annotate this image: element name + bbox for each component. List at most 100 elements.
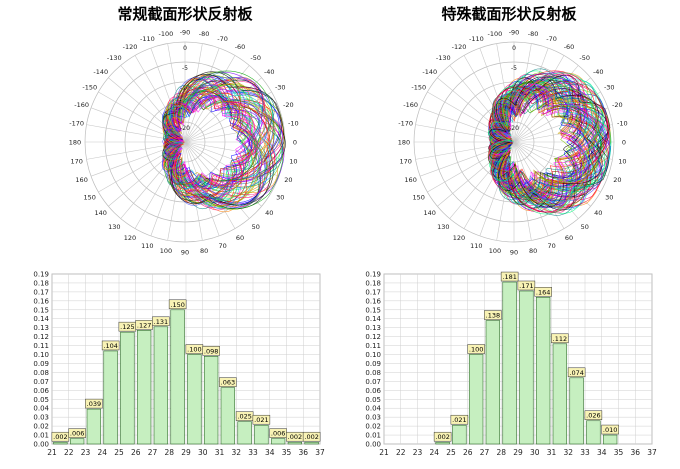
x-tick-label: 24 bbox=[429, 448, 439, 457]
polar-pattern-curve bbox=[489, 76, 603, 208]
x-tick-label: 23 bbox=[413, 448, 423, 457]
data-label: .100 bbox=[469, 346, 483, 354]
polar-radial-tick: -20 bbox=[180, 125, 190, 132]
histogram-bar bbox=[287, 441, 303, 445]
polar-chart-right: -90 -80-70-60-50-40-30-20-100102030405060… bbox=[398, 29, 628, 257]
data-label-box bbox=[85, 398, 103, 409]
polar-angle-tick: 110 bbox=[141, 242, 153, 250]
x-tick-label: 26 bbox=[131, 448, 141, 457]
polar-angle-tick: -170 bbox=[69, 119, 84, 127]
polar-angle-tick: 10 bbox=[289, 158, 297, 166]
polar-angle-tick: 60 bbox=[236, 234, 244, 242]
x-tick-label: 35 bbox=[614, 448, 624, 457]
polar-angle-tick: 50 bbox=[252, 223, 260, 231]
histogram-bar bbox=[103, 350, 118, 445]
data-label-box bbox=[68, 428, 86, 438]
y-tick-label: 0.09 bbox=[365, 360, 381, 368]
data-label-box bbox=[202, 346, 220, 356]
x-tick-label: 33 bbox=[248, 448, 258, 457]
y-tick-label: 0.05 bbox=[33, 396, 49, 404]
histogram-bar bbox=[602, 434, 618, 445]
polar-angle-tick: 30 bbox=[276, 194, 284, 202]
polar-angle-tick: 120 bbox=[453, 234, 465, 242]
polar-angle-tick: 50 bbox=[581, 223, 589, 231]
polar-angle-tick: -40 bbox=[264, 68, 275, 76]
histogram-bar bbox=[485, 320, 501, 445]
data-label: .039 bbox=[87, 400, 101, 408]
polar-radial-tick: -20 bbox=[509, 125, 519, 132]
histogram-right: 0.000.010.020.030.040.050.060.070.080.09… bbox=[365, 271, 657, 458]
y-tick-label: 0.10 bbox=[33, 351, 49, 359]
data-label: .125 bbox=[120, 323, 134, 331]
y-tick-label: 0.17 bbox=[365, 288, 381, 296]
polar-spoke bbox=[184, 141, 272, 193]
data-label: .002 bbox=[435, 433, 449, 441]
polar-pattern-curve bbox=[489, 73, 610, 200]
histogram-bar bbox=[86, 408, 102, 445]
x-tick-label: 34 bbox=[265, 448, 275, 457]
polar-angle-tick: 180 bbox=[398, 139, 410, 147]
polar-angle-tick: -100 bbox=[488, 30, 503, 38]
data-label: .104 bbox=[103, 342, 117, 350]
polar-angle-tick: 90 bbox=[181, 249, 189, 257]
polar-left-title: 常规截面形状反射板 bbox=[117, 5, 253, 23]
polar-angle-tick: -80 bbox=[528, 30, 539, 38]
data-label-box bbox=[534, 287, 552, 297]
polar-angle-tick: 70 bbox=[547, 242, 555, 250]
x-tick-label: 27 bbox=[480, 448, 490, 457]
polar-angle-tick: -110 bbox=[140, 35, 155, 43]
histogram-bar bbox=[519, 290, 534, 445]
polar-angle-tick: 140 bbox=[424, 209, 436, 217]
data-label: .010 bbox=[603, 426, 617, 434]
polar-angle-tick: -20 bbox=[612, 101, 623, 109]
histogram-bar bbox=[304, 441, 319, 445]
y-tick-label: 0.11 bbox=[365, 342, 381, 350]
data-label: .138 bbox=[486, 312, 500, 320]
histogram-bar bbox=[237, 421, 252, 445]
y-tick-label: 0.18 bbox=[33, 279, 49, 287]
histogram-bar bbox=[220, 387, 236, 445]
y-tick-label: 0.09 bbox=[33, 360, 49, 368]
data-label: .131 bbox=[154, 318, 168, 326]
histogram-bar bbox=[187, 354, 202, 445]
histogram-bar bbox=[270, 438, 286, 445]
polar-pattern-curve bbox=[162, 72, 284, 210]
data-label-box bbox=[433, 431, 452, 442]
polar-angle-tick: 60 bbox=[565, 234, 573, 242]
x-tick-label: 32 bbox=[563, 448, 573, 457]
y-tick-label: 0.13 bbox=[365, 324, 381, 332]
polar-pattern-curve bbox=[166, 83, 271, 201]
polar-angle-tick: 120 bbox=[124, 234, 136, 242]
polar-angle-tick: 20 bbox=[613, 176, 621, 184]
y-tick-label: 0.19 bbox=[33, 271, 49, 279]
polar-radial-tick: -5 bbox=[182, 65, 188, 72]
polar-pattern-curve bbox=[168, 96, 255, 187]
polar-pattern-curve bbox=[490, 87, 589, 190]
data-label-box bbox=[252, 414, 271, 425]
data-label-box bbox=[584, 410, 603, 420]
histogram-bar bbox=[120, 331, 135, 445]
x-tick-label: 24 bbox=[97, 448, 107, 457]
polar-right-title: 特殊截面形状反射板 bbox=[441, 5, 577, 23]
polar-pattern-curve bbox=[487, 81, 609, 213]
polar-pattern-curves bbox=[487, 68, 612, 216]
histogram-bar bbox=[170, 309, 185, 445]
polar-radial-tick: 0 bbox=[512, 45, 516, 52]
histogram-bar bbox=[468, 354, 484, 445]
data-label: .026 bbox=[586, 412, 600, 420]
y-tick-label: 0.02 bbox=[33, 423, 49, 431]
y-tick-label: 0.01 bbox=[365, 432, 381, 440]
histogram-bar bbox=[586, 420, 601, 445]
polar-angle-tick: 40 bbox=[265, 209, 273, 217]
histogram-bar bbox=[569, 377, 584, 445]
polar-angle-tick: -20 bbox=[283, 101, 294, 109]
x-tick-label: 30 bbox=[530, 448, 540, 457]
y-tick-label: 0.15 bbox=[365, 306, 381, 314]
polar-angle-tick: -10 bbox=[617, 119, 628, 127]
polar-spoke bbox=[184, 141, 262, 207]
y-tick-label: 0.03 bbox=[33, 414, 49, 422]
data-label: .006 bbox=[70, 430, 84, 438]
polar-angle-tick: -120 bbox=[452, 43, 467, 51]
polar-radial-tick: 0 bbox=[183, 45, 187, 52]
y-tick-label: 0.19 bbox=[365, 271, 381, 279]
